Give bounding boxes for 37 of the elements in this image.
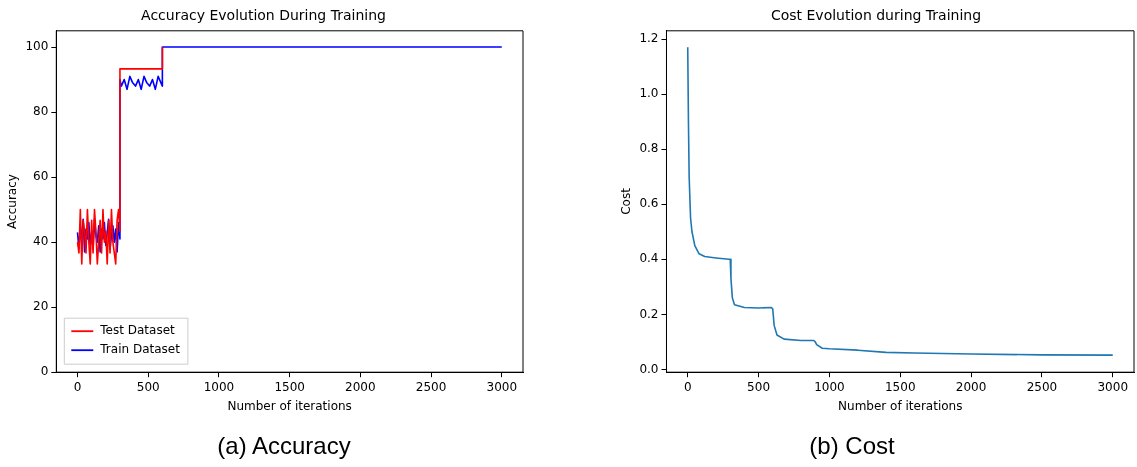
text: (b) Cost [808, 432, 896, 460]
y-tick-label: 1.0 [639, 86, 659, 101]
legend-label: Test Dataset [99, 323, 176, 338]
y-tick-label: 0.6 [639, 196, 659, 211]
x-axis-title: Number of iterations [227, 398, 352, 413]
y-axis-title: Cost [619, 187, 634, 215]
x-tick-label: 1000 [203, 379, 235, 394]
x-tick-label: 500 [136, 379, 160, 394]
y-tick-label: 0.2 [639, 306, 659, 321]
chart-title: Cost Evolution during Training [770, 7, 982, 24]
x-tick-label: 2500 [1026, 379, 1058, 394]
x-tick-label: 2500 [415, 379, 447, 394]
y-tick-label: 0.0 [639, 361, 659, 376]
x-tick-label: 500 [747, 379, 771, 394]
y-tick-label: 0.4 [639, 251, 659, 266]
y-tick-label: 1.2 [639, 31, 659, 46]
x-tick-label: 0 [683, 379, 692, 394]
x-tick-label: 3000 [1097, 379, 1129, 394]
x-tick-label: 1000 [814, 379, 845, 394]
y-tick-label: 0 [40, 364, 49, 379]
chart-title: Accuracy Evolution During Training [141, 7, 386, 24]
y-tick-label: 80 [33, 104, 49, 119]
x-tick-label: 2000 [955, 379, 987, 394]
x-axis-title: Number of iterations [838, 398, 963, 413]
x-tick-label: 1500 [274, 379, 305, 394]
y-axis-title: Accuracy [5, 174, 20, 229]
x-tick-label: 2000 [345, 379, 376, 394]
y-tick-label: 40 [33, 234, 49, 249]
y-tick-label: 100 [25, 39, 49, 54]
x-tick-label: 3000 [486, 379, 518, 394]
text: (a) Accuracy [216, 432, 352, 460]
x-tick-label: 0 [73, 379, 82, 394]
legend-label: Train Dataset [99, 342, 181, 357]
x-tick-label: 1500 [884, 379, 916, 394]
y-tick-label: 0.8 [639, 141, 659, 156]
y-tick-label: 20 [33, 299, 49, 314]
y-tick-label: 60 [33, 169, 49, 184]
